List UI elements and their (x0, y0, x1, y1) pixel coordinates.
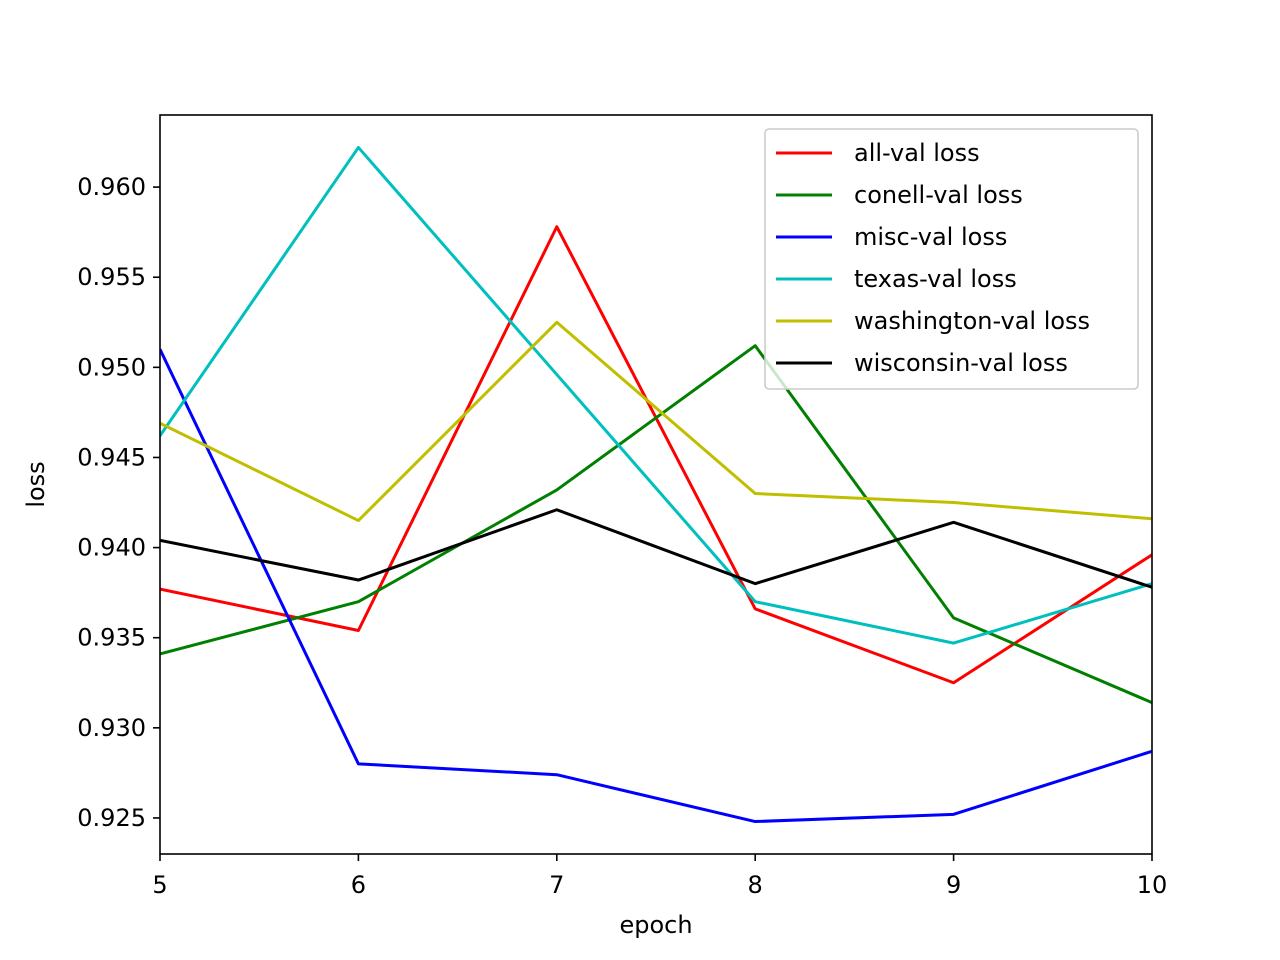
x-tick-label: 9 (946, 871, 961, 899)
x-axis: 5 6 7 8 9 10 (152, 854, 1167, 899)
series-line-4 (160, 320, 1152, 523)
x-tick-label: 7 (549, 871, 564, 899)
legend-box (764, 128, 1139, 390)
series-line-3 (160, 145, 1152, 645)
legend-label: conell-val loss (854, 181, 1023, 209)
series-line-2 (160, 348, 1152, 824)
legend: all-val loss conell-val loss misc-val loss… (764, 128, 1139, 390)
x-tick-label: 10 (1137, 871, 1168, 899)
y-axis: 0.925 0.930 0.935 0.940 0.945 0.950 0.955 0.960 (77, 173, 160, 832)
series-layer (160, 145, 1152, 824)
x-tick-label: 6 (351, 871, 366, 899)
x-tick-label: 5 (152, 871, 167, 899)
legend-label: all-val loss (854, 139, 980, 167)
x-tick-label: 8 (748, 871, 763, 899)
y-tick-label: 0.945 (77, 443, 146, 471)
y-tick-label: 0.940 (77, 534, 146, 562)
y-tick-label: 0.960 (77, 173, 146, 201)
y-tick-label: 0.930 (77, 714, 146, 742)
y-tick-label: 0.950 (77, 353, 146, 381)
y-tick-label: 0.955 (77, 263, 146, 291)
series-line-5 (160, 508, 1152, 589)
legend-label: wisconsin-val loss (854, 349, 1068, 377)
y-axis-label: loss (22, 461, 50, 507)
plot-frame (159, 114, 1153, 855)
legend-label: texas-val loss (854, 265, 1017, 293)
legend-label: misc-val loss (854, 223, 1007, 251)
legend-label: washington-val loss (854, 307, 1090, 335)
x-axis-label: epoch (619, 911, 692, 939)
y-tick-label: 0.925 (77, 804, 146, 832)
y-tick-label: 0.935 (77, 624, 146, 652)
